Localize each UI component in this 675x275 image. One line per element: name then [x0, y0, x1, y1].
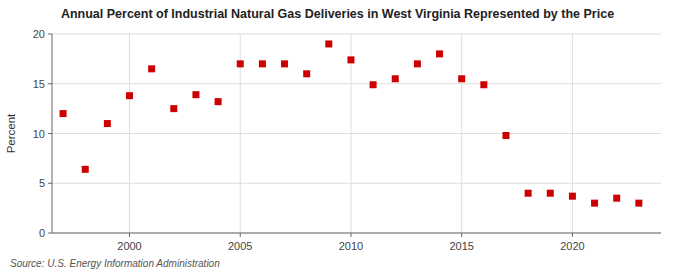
- point: [635, 200, 642, 207]
- grid-line-x: [350, 34, 351, 233]
- grid-line-y: [52, 183, 661, 184]
- grid-line-y: [52, 133, 661, 134]
- point: [126, 92, 133, 99]
- y-tick-label: 20: [33, 28, 45, 40]
- y-tick-label: 10: [33, 128, 45, 140]
- point: [392, 75, 399, 82]
- grid-line-x: [572, 34, 573, 233]
- title: Annual Percent of Industrial Natural Gas…: [61, 7, 614, 21]
- chart: Annual Percent of Industrial Natural Gas…: [0, 0, 675, 275]
- point: [60, 110, 67, 117]
- y-tick: [48, 83, 52, 84]
- grid-line-y: [52, 34, 661, 35]
- y-axis-label: Percent: [5, 113, 17, 153]
- point: [148, 65, 155, 72]
- x-tick-label: 2005: [228, 240, 252, 252]
- y-tick: [48, 183, 52, 184]
- point: [569, 193, 576, 200]
- point: [525, 190, 532, 197]
- point: [480, 81, 487, 88]
- x-tick-label: 2015: [449, 240, 473, 252]
- grid-line-x: [129, 34, 130, 233]
- point: [591, 200, 598, 207]
- point: [436, 50, 443, 57]
- point: [215, 98, 222, 105]
- x-tick-label: 2010: [339, 240, 363, 252]
- point: [370, 81, 377, 88]
- x-tick: [461, 233, 462, 237]
- point: [414, 60, 421, 67]
- grid-line-y: [52, 233, 661, 234]
- x-tick: [240, 233, 241, 237]
- point: [104, 120, 111, 127]
- point: [325, 40, 332, 47]
- x-axis-line: [52, 233, 661, 234]
- x-tick: [572, 233, 573, 237]
- x-tick-label: 2000: [117, 240, 141, 252]
- source-note: Source: U.S. Energy Information Administ…: [10, 258, 220, 269]
- grid: [52, 34, 661, 233]
- point: [170, 105, 177, 112]
- point: [281, 60, 288, 67]
- x-tick: [129, 233, 130, 237]
- y-tick: [48, 133, 52, 134]
- point: [458, 75, 465, 82]
- grid-line-y: [52, 83, 661, 84]
- point: [347, 56, 354, 63]
- y-tick: [48, 34, 52, 35]
- point: [547, 190, 554, 197]
- x-tick: [350, 233, 351, 237]
- x-tick-label: 2020: [560, 240, 584, 252]
- point: [502, 132, 509, 139]
- grid-line-x: [461, 34, 462, 233]
- y-tick-label: 0: [39, 227, 45, 239]
- point: [303, 70, 310, 77]
- y-tick-label: 15: [33, 78, 45, 90]
- y-tick-label: 5: [39, 177, 45, 189]
- point: [613, 195, 620, 202]
- point: [82, 166, 89, 173]
- points: [60, 40, 643, 206]
- chart-container: Annual Percent of Industrial Natural Gas…: [0, 0, 675, 275]
- background: [0, 0, 675, 275]
- point: [192, 91, 199, 98]
- point: [237, 60, 244, 67]
- y-tick: [48, 233, 52, 234]
- point: [259, 60, 266, 67]
